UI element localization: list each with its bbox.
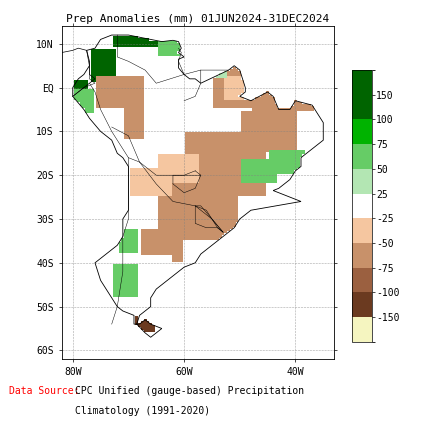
Text: Climatology (1991-2020): Climatology (1991-2020) bbox=[75, 406, 210, 416]
Title: Prep Anomalies (mm) 01JUN2024-31DEC2024: Prep Anomalies (mm) 01JUN2024-31DEC2024 bbox=[66, 14, 330, 24]
Text: Data Source:: Data Source: bbox=[9, 386, 79, 396]
Text: CPC Unified (gauge-based) Precipitation: CPC Unified (gauge-based) Precipitation bbox=[75, 386, 304, 396]
